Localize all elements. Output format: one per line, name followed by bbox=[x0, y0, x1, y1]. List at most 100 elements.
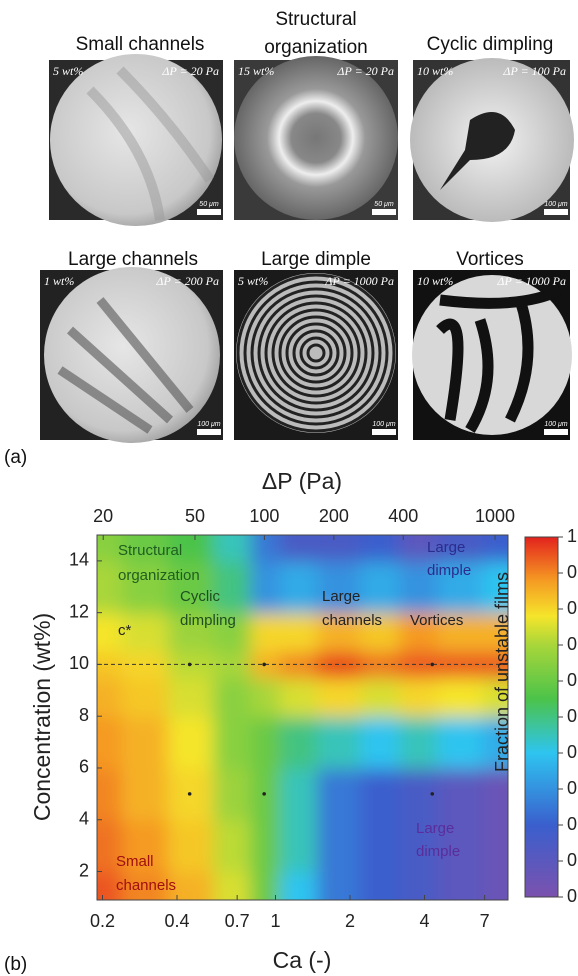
scale-bar bbox=[372, 429, 396, 435]
heat-cell bbox=[167, 871, 215, 900]
colorbar-tick-label: 0.2 bbox=[567, 814, 578, 834]
heat-cell bbox=[97, 716, 123, 769]
colorbar-tick-label: 0.7 bbox=[567, 634, 578, 654]
annotation: dimpling bbox=[180, 612, 236, 629]
heat-cell bbox=[213, 819, 252, 873]
micrograph bbox=[49, 54, 223, 226]
panel-title: Small channels bbox=[76, 34, 205, 55]
annotation: Cyclic bbox=[180, 588, 220, 605]
heat-cell bbox=[213, 871, 252, 900]
concentration-label: 10 wt% bbox=[417, 64, 453, 78]
annotation: channels bbox=[322, 612, 382, 629]
colorbar-label: Fraction of unstable films bbox=[492, 572, 512, 772]
panel-title: organization bbox=[264, 37, 368, 58]
heat-cell bbox=[121, 716, 169, 769]
x-tick-label: 7 bbox=[480, 911, 490, 931]
heat-cell bbox=[167, 560, 215, 614]
heat-cell bbox=[213, 677, 252, 718]
panel-title: Large channels bbox=[68, 249, 198, 270]
x2-tick-label: 20 bbox=[93, 506, 113, 526]
heat-cell bbox=[279, 651, 318, 679]
heat-cell bbox=[279, 819, 318, 873]
heat-cell bbox=[97, 677, 123, 718]
concentration-label: 15 wt% bbox=[238, 64, 274, 78]
heat-cell bbox=[97, 767, 123, 821]
y-tick-label: 2 bbox=[79, 860, 89, 880]
annotation: Structural bbox=[118, 542, 182, 559]
pressure-label: ΔP = 20 Pa bbox=[336, 64, 394, 78]
micrograph bbox=[40, 267, 223, 443]
micrograph bbox=[412, 270, 572, 440]
heat-cell bbox=[250, 535, 281, 562]
scale-bar-label: 100 μm bbox=[197, 421, 220, 428]
heat-cell bbox=[316, 716, 362, 769]
annotation: Large bbox=[416, 820, 454, 837]
heat-cell bbox=[279, 612, 318, 653]
heat-cell bbox=[279, 716, 318, 769]
heat-cell bbox=[399, 560, 439, 614]
heat-cell bbox=[437, 716, 485, 769]
colorbar-tick-label: 0.3 bbox=[567, 778, 578, 798]
annotation: Large bbox=[322, 588, 360, 605]
heat-cell bbox=[121, 871, 169, 900]
heat-cell bbox=[167, 612, 215, 653]
x-tick-label: 1 bbox=[270, 911, 280, 931]
scale-bar-label: 100 μm bbox=[544, 201, 567, 208]
micrograph bbox=[410, 58, 574, 222]
heat-cell bbox=[97, 560, 123, 614]
heat-cell bbox=[213, 612, 252, 653]
micrograph bbox=[234, 270, 398, 440]
heat-cell bbox=[360, 716, 401, 769]
x2-tick-label: 1000 bbox=[475, 506, 515, 526]
x2-axis-label: ΔP (Pa) bbox=[262, 468, 342, 494]
heat-cell bbox=[250, 677, 281, 718]
heat-cell bbox=[437, 612, 485, 653]
heat-cell bbox=[250, 560, 281, 614]
colorbar-tick-label: 0.1 bbox=[567, 850, 578, 870]
scale-bar bbox=[197, 429, 221, 435]
colorbar-tick-label: 0.8 bbox=[567, 598, 578, 618]
heat-cell bbox=[399, 677, 439, 718]
heat-cell bbox=[316, 612, 362, 653]
x2-tick-label: 50 bbox=[185, 506, 205, 526]
heat-cell bbox=[213, 767, 252, 821]
concentration-label: 10 wt% bbox=[417, 274, 453, 288]
heat-cell bbox=[279, 677, 318, 718]
concentration-label: 1 wt% bbox=[44, 274, 74, 288]
panel-label: (a) bbox=[4, 447, 27, 468]
heat-cell bbox=[97, 535, 123, 562]
annotation: Vortices bbox=[410, 612, 463, 629]
colorbar bbox=[524, 536, 559, 898]
heat-cell bbox=[167, 677, 215, 718]
y-tick-label: 14 bbox=[69, 550, 89, 570]
scale-bar-label: 100 μm bbox=[372, 421, 395, 428]
heat-cell bbox=[437, 560, 485, 614]
annotation: Small bbox=[116, 853, 154, 870]
plot-frame bbox=[96, 534, 509, 901]
annotation: dimple bbox=[416, 843, 460, 860]
panel-title: Vortices bbox=[456, 249, 524, 270]
pressure-label: ΔP = 1000 Pa bbox=[324, 274, 394, 288]
heat-cell bbox=[360, 535, 401, 562]
heat-cell bbox=[121, 612, 169, 653]
heat-cell bbox=[399, 612, 439, 653]
pressure-label: ΔP = 100 Pa bbox=[502, 64, 566, 78]
measurement-point bbox=[187, 792, 192, 796]
heatmap bbox=[97, 535, 508, 900]
colorbar-tick-label: 0.4 bbox=[567, 742, 578, 762]
heat-cell bbox=[167, 819, 215, 873]
colorbar-tick-label: 0 bbox=[567, 886, 577, 906]
heat-cell bbox=[360, 767, 401, 821]
x-tick-label: 0.7 bbox=[225, 911, 250, 931]
heat-cell bbox=[483, 767, 508, 821]
annotation: Large bbox=[427, 539, 465, 556]
x2-tick-label: 200 bbox=[319, 506, 349, 526]
heat-cell bbox=[97, 871, 123, 900]
heat-cell bbox=[250, 819, 281, 873]
measurement-point bbox=[430, 792, 435, 796]
heat-cell bbox=[399, 819, 439, 873]
colorbar-tick-label: 0.9 bbox=[567, 562, 578, 582]
heat-cell bbox=[213, 716, 252, 769]
